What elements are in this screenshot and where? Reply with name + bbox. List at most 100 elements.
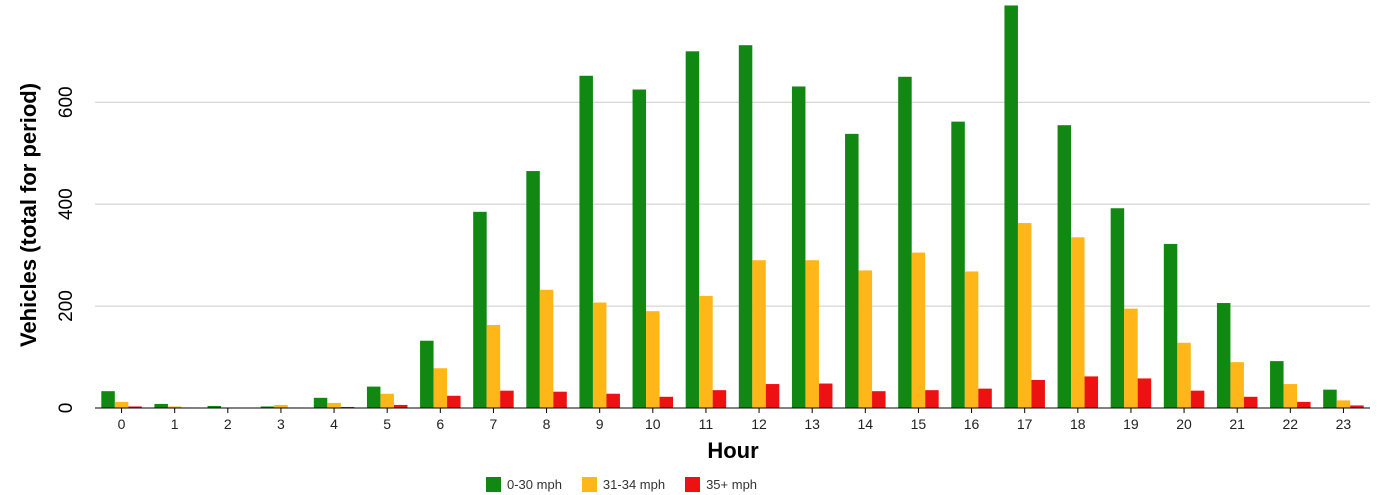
legend-item-35-plus-mph[interactable]: 35+ mph (685, 476, 758, 492)
bar[interactable] (632, 89, 647, 409)
gridlines (95, 101, 1370, 307)
bar[interactable] (606, 393, 620, 408)
bar[interactable] (712, 390, 727, 408)
x-tick-label: 4 (330, 416, 338, 432)
x-tick-label: 7 (490, 416, 498, 432)
bar[interactable] (845, 133, 859, 409)
bar[interactable] (1137, 378, 1152, 408)
bar[interactable] (1004, 5, 1018, 408)
bar[interactable] (539, 289, 554, 408)
bar[interactable] (526, 171, 540, 408)
bar[interactable] (167, 406, 182, 408)
bar[interactable] (340, 406, 355, 408)
bar[interactable] (1017, 223, 1032, 408)
x-tick-label: 8 (543, 416, 551, 432)
x-tick-label: 9 (596, 416, 604, 432)
legend-swatch (685, 476, 701, 492)
bar[interactable] (207, 405, 222, 408)
x-tick-label: 3 (277, 416, 285, 432)
x-tick-label: 23 (1336, 416, 1352, 432)
legend-swatch (486, 476, 501, 492)
bar[interactable] (685, 51, 700, 408)
x-tick-label: 1 (171, 416, 179, 432)
x-tick-label: 2 (224, 416, 232, 432)
bar[interactable] (473, 211, 487, 408)
legend: 0-30 mph 31-34 mph 35+ mph (486, 474, 757, 494)
bar[interactable] (1350, 405, 1364, 408)
bar[interactable] (366, 386, 381, 408)
bar[interactable] (1216, 303, 1231, 408)
bar[interactable] (791, 86, 806, 408)
bar[interactable] (1110, 208, 1125, 408)
bar[interactable] (911, 252, 926, 408)
bar[interactable] (1230, 362, 1244, 408)
bar[interactable] (313, 397, 328, 408)
bar[interactable] (699, 295, 713, 408)
x-tick-label: 11 (699, 416, 714, 432)
legend-item-0-30-mph[interactable]: 0-30 mph (486, 476, 562, 492)
x-tick-label: 17 (1017, 416, 1033, 432)
bar[interactable] (752, 260, 766, 408)
bar[interactable] (646, 311, 660, 408)
bar[interactable] (128, 406, 142, 408)
bar[interactable] (114, 401, 129, 408)
bar[interactable] (433, 368, 448, 408)
bar[interactable] (765, 384, 780, 408)
bar[interactable] (274, 404, 288, 408)
bar[interactable] (1323, 389, 1337, 408)
y-axis-title: Vehicles (total for period) (16, 83, 41, 347)
bar[interactable] (1124, 308, 1138, 408)
bar[interactable] (1283, 384, 1298, 408)
bar[interactable] (486, 324, 501, 408)
bar[interactable] (1163, 243, 1178, 408)
legend-label: 0-30 mph (507, 476, 562, 492)
bar[interactable] (858, 270, 873, 408)
x-tick-label: 21 (1229, 416, 1245, 432)
bar[interactable] (380, 393, 394, 408)
legend-swatch (581, 476, 597, 492)
bar[interactable] (579, 75, 593, 409)
bar[interactable] (447, 395, 461, 408)
legend-label: 35+ mph (706, 476, 758, 492)
bar[interactable] (393, 404, 408, 408)
bar[interactable] (592, 302, 607, 408)
bar[interactable] (420, 340, 434, 408)
x-axis-ticks: 0 1 2 3 4 5 6 7 8 9 10 11 12 13 14 15 16 17 18 19 20 21 22 23 (118, 408, 1352, 432)
bar[interactable] (1243, 396, 1258, 408)
bar-series (101, 5, 1364, 409)
bar[interactable] (978, 388, 992, 408)
bar[interactable] (101, 391, 115, 408)
bar[interactable] (154, 403, 168, 408)
legend-item-31-34-mph[interactable]: 31-34 mph (581, 476, 665, 492)
x-tick-label: 13 (804, 416, 820, 432)
bar[interactable] (738, 45, 753, 409)
bar[interactable] (1057, 125, 1072, 408)
bar[interactable] (1270, 361, 1284, 408)
bar[interactable] (1190, 390, 1205, 408)
bar[interactable] (1177, 342, 1191, 408)
bar[interactable] (553, 391, 567, 408)
bar[interactable] (951, 121, 965, 409)
bar[interactable] (327, 402, 341, 408)
bar[interactable] (805, 260, 819, 408)
bar[interactable] (872, 391, 886, 408)
y-tick-label: 200 (56, 290, 77, 322)
bar-chart: 0 1 2 3 4 5 6 7 8 9 10 11 12 13 14 15 16 17 18 19 20 21 22 23 0… (16, 5, 1370, 463)
x-tick-label: 5 (383, 416, 391, 432)
bar[interactable] (925, 390, 939, 408)
x-tick-label: 15 (911, 416, 927, 432)
bar[interactable] (260, 406, 275, 408)
bar[interactable] (1297, 401, 1311, 408)
bar[interactable] (964, 271, 979, 408)
bar[interactable] (1084, 376, 1099, 408)
bar[interactable] (1031, 379, 1045, 408)
bar[interactable] (818, 383, 833, 408)
bar[interactable] (659, 396, 674, 408)
bar[interactable] (1071, 237, 1085, 408)
x-tick-label: 12 (751, 416, 767, 432)
bar[interactable] (898, 76, 912, 409)
bar[interactable] (1336, 400, 1351, 408)
bar[interactable] (500, 390, 514, 408)
x-tick-label: 20 (1176, 416, 1192, 432)
y-tick-label: 0 (56, 403, 77, 414)
